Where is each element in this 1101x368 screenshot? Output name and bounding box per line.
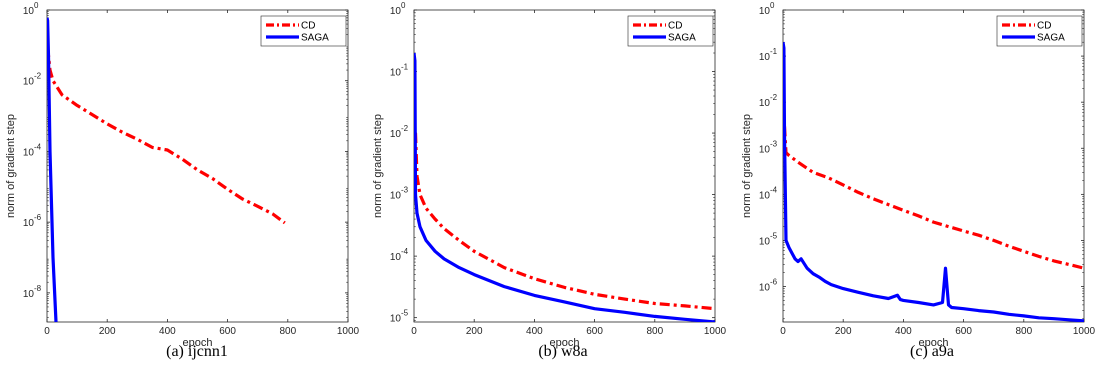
legend-label: SAGA bbox=[301, 33, 329, 44]
y-tick-exponent: 0 bbox=[770, 1, 775, 10]
x-tick-label: 200 bbox=[466, 326, 483, 337]
x-tick-label: 1000 bbox=[704, 326, 727, 337]
y-axis-label: norm of gradient step bbox=[741, 114, 753, 218]
y-tick-label: 10 bbox=[390, 191, 402, 202]
y-tick-exponent: -2 bbox=[401, 124, 409, 133]
y-tick-exponent: -2 bbox=[770, 93, 778, 102]
y-tick-label: 10 bbox=[23, 77, 35, 88]
y-tick-exponent: -4 bbox=[770, 185, 778, 194]
y-tick-label: 10 bbox=[759, 144, 771, 155]
y-tick-label: 10 bbox=[390, 68, 402, 79]
legend-label: SAGA bbox=[1037, 33, 1065, 44]
y-tick-label: 10 bbox=[390, 6, 402, 17]
series-line-cd bbox=[783, 126, 1084, 270]
x-tick-label: 600 bbox=[586, 326, 603, 337]
y-tick-exponent: -6 bbox=[770, 278, 778, 287]
legend-box bbox=[627, 15, 714, 47]
series-line-cd bbox=[47, 46, 286, 225]
y-tick-label: 10 bbox=[23, 6, 35, 17]
series-line-cd bbox=[414, 133, 715, 311]
y-tick-label: 10 bbox=[23, 218, 35, 229]
y-tick-exponent: -5 bbox=[401, 309, 409, 318]
y-tick-exponent: -3 bbox=[770, 139, 778, 148]
series-line-saga bbox=[47, 17, 58, 322]
y-tick-label: 10 bbox=[759, 190, 771, 201]
x-axis-label: epoch bbox=[919, 337, 949, 349]
y-tick-exponent: -2 bbox=[34, 72, 42, 81]
x-tick-label: 0 bbox=[780, 326, 786, 337]
y-tick-exponent: -8 bbox=[34, 284, 42, 293]
x-tick-label: 200 bbox=[99, 326, 116, 337]
legend-label: SAGA bbox=[668, 33, 696, 44]
y-tick-exponent: -1 bbox=[770, 47, 778, 56]
x-axis: 0 200 400 600 800 1000 bbox=[411, 10, 727, 337]
y-tick-label: 10 bbox=[23, 289, 35, 300]
plot-area bbox=[782, 9, 1085, 323]
y-tick-exponent: -4 bbox=[401, 247, 409, 256]
plot-area bbox=[413, 9, 716, 323]
y-axis-label: norm of gradient step bbox=[5, 114, 17, 218]
x-tick-label: 1000 bbox=[1073, 326, 1096, 337]
y-tick-label: 10 bbox=[23, 147, 35, 158]
x-tick-label: 0 bbox=[411, 326, 417, 337]
x-tick-label: 800 bbox=[279, 326, 296, 337]
y-tick-label: 10 bbox=[759, 283, 771, 294]
y-tick-label: 10 bbox=[759, 98, 771, 109]
plot-area bbox=[46, 9, 349, 323]
x-axis: 0 200 400 600 800 1000 bbox=[44, 10, 360, 337]
y-tick-label: 10 bbox=[390, 129, 402, 140]
y-tick-exponent: 0 bbox=[34, 1, 39, 10]
legend-label: CD bbox=[301, 21, 315, 32]
x-tick-label: 800 bbox=[1015, 326, 1032, 337]
x-tick-label: 800 bbox=[646, 326, 663, 337]
legend-box bbox=[996, 15, 1083, 47]
y-axis-label: norm of gradient step bbox=[372, 114, 384, 218]
legend-label: CD bbox=[1037, 21, 1051, 32]
chart-panel-0: 0 200 400 600 800 100010010-210-410-610-8epoc… bbox=[5, 1, 360, 360]
x-tick-label: 400 bbox=[895, 326, 912, 337]
x-axis-label: epoch bbox=[183, 337, 213, 349]
y-tick-exponent: 0 bbox=[401, 1, 406, 10]
y-tick-exponent: -4 bbox=[34, 142, 42, 151]
panel-caption: (c) a9a bbox=[910, 343, 954, 360]
chart-panel-2: 0 200 400 600 800 100010010-110-210-310-410-5… bbox=[741, 1, 1096, 360]
y-tick-exponent: -5 bbox=[770, 231, 778, 240]
y-tick-exponent: -1 bbox=[401, 63, 409, 72]
x-tick-label: 600 bbox=[955, 326, 972, 337]
y-tick-label: 10 bbox=[759, 6, 771, 17]
chart-panel-1: 0 200 400 600 800 100010010-110-210-310-410-5… bbox=[372, 1, 727, 360]
y-tick-label: 10 bbox=[759, 52, 771, 63]
y-tick-exponent: -6 bbox=[34, 213, 42, 222]
legend-box bbox=[260, 15, 347, 47]
y-tick-label: 10 bbox=[390, 252, 402, 263]
x-axis: 0 200 400 600 800 1000 bbox=[780, 10, 1096, 337]
y-tick-exponent: -3 bbox=[401, 186, 409, 195]
x-tick-label: 600 bbox=[219, 326, 236, 337]
x-tick-label: 200 bbox=[835, 326, 852, 337]
panel-caption: (b) w8a bbox=[538, 343, 587, 360]
series-line-saga bbox=[783, 41, 1084, 322]
legend-label: CD bbox=[668, 21, 682, 32]
y-tick-label: 10 bbox=[390, 314, 402, 325]
panel-caption: (a) ijcnn1 bbox=[166, 343, 228, 360]
x-tick-label: 400 bbox=[159, 326, 176, 337]
x-tick-label: 0 bbox=[44, 326, 50, 337]
x-tick-label: 400 bbox=[526, 326, 543, 337]
series-line-saga bbox=[414, 52, 715, 322]
x-axis-label: epoch bbox=[550, 337, 580, 349]
x-tick-label: 1000 bbox=[337, 326, 360, 337]
y-tick-label: 10 bbox=[759, 236, 771, 247]
